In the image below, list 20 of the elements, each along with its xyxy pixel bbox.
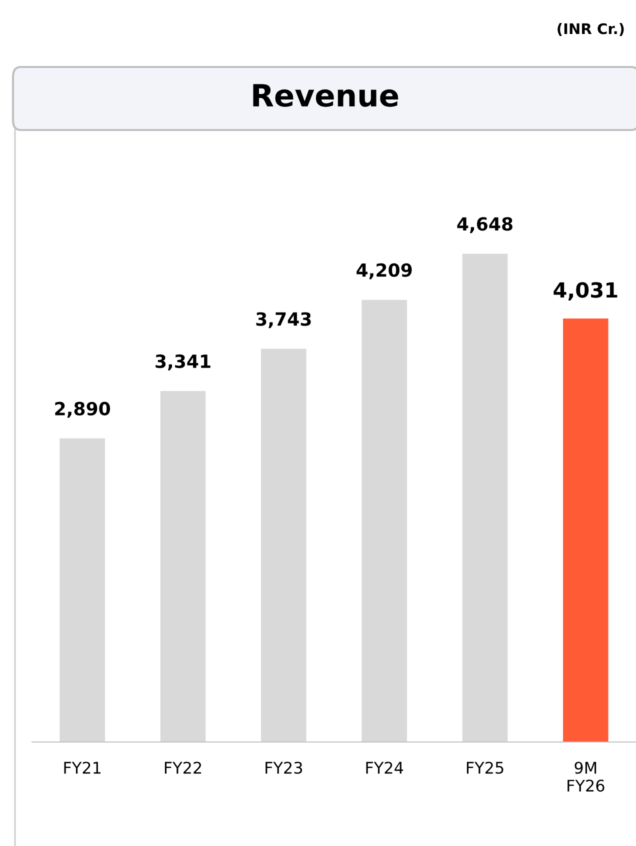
x-tick-label: 9M FY26 [568,762,604,792]
chart-title: Revenue [253,84,398,107]
bar [563,318,608,742]
x-tick-label: FY22 [164,762,202,774]
text: (INR Cr.) [558,22,624,36]
x-tick-label: FY21 [64,762,100,774]
bar [261,348,306,742]
data-label: 4,648 [457,217,512,234]
bar [60,438,105,742]
bar [362,300,407,742]
x-tick-label: FY24 [366,762,404,774]
bar [462,254,508,742]
data-label: 4,031 [554,282,618,301]
bar [160,391,206,742]
data-label: 2,890 [55,402,110,418]
x-tick-label: FY23 [266,762,302,774]
data-label: 4,209 [356,263,412,280]
data-label: 3,743 [256,312,311,328]
data-label: 3,341 [156,354,210,370]
x-tick-label: FY25 [466,762,504,774]
